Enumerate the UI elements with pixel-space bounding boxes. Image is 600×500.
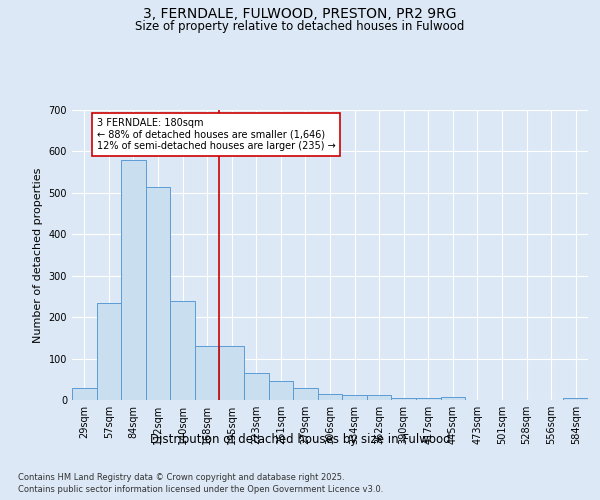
- Text: Distribution of detached houses by size in Fulwood: Distribution of detached houses by size …: [149, 432, 451, 446]
- Text: Size of property relative to detached houses in Fulwood: Size of property relative to detached ho…: [136, 20, 464, 33]
- Bar: [342, 395, 367, 400]
- Bar: [367, 395, 391, 400]
- Bar: [220, 346, 244, 400]
- Bar: [72, 388, 97, 400]
- Bar: [391, 398, 416, 400]
- Bar: [318, 394, 342, 400]
- Bar: [563, 398, 588, 400]
- Bar: [170, 300, 195, 400]
- Text: 3, FERNDALE, FULWOOD, PRESTON, PR2 9RG: 3, FERNDALE, FULWOOD, PRESTON, PR2 9RG: [143, 8, 457, 22]
- Text: Contains public sector information licensed under the Open Government Licence v3: Contains public sector information licen…: [18, 485, 383, 494]
- Text: 3 FERNDALE: 180sqm
← 88% of detached houses are smaller (1,646)
12% of semi-deta: 3 FERNDALE: 180sqm ← 88% of detached hou…: [97, 118, 335, 152]
- Bar: [416, 398, 440, 400]
- Bar: [269, 382, 293, 400]
- Bar: [195, 346, 220, 400]
- Bar: [121, 160, 146, 400]
- Bar: [97, 302, 121, 400]
- Bar: [293, 388, 318, 400]
- Bar: [244, 373, 269, 400]
- Bar: [440, 397, 465, 400]
- Y-axis label: Number of detached properties: Number of detached properties: [33, 168, 43, 342]
- Text: Contains HM Land Registry data © Crown copyright and database right 2025.: Contains HM Land Registry data © Crown c…: [18, 472, 344, 482]
- Bar: [146, 186, 170, 400]
